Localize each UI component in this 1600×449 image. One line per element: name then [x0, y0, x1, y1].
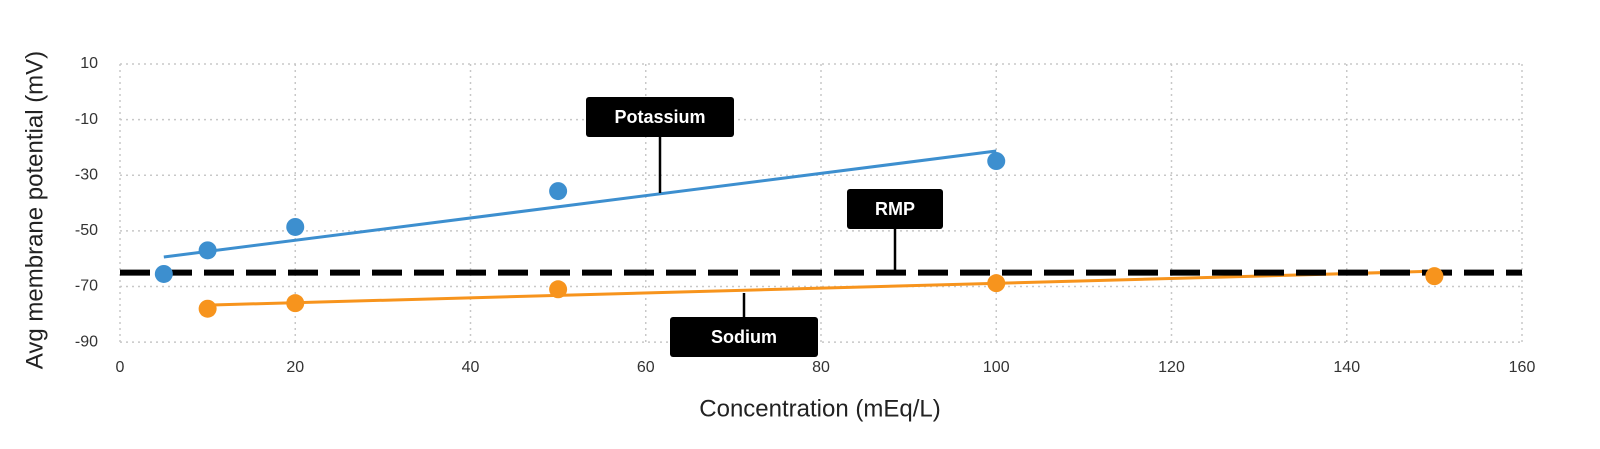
y-tick-label: 10	[80, 55, 98, 72]
data-point	[987, 152, 1006, 171]
data-point	[198, 241, 217, 260]
annotation-label: Sodium	[711, 327, 777, 347]
x-tick-label: 40	[462, 359, 480, 376]
annotation-label: Potassium	[614, 107, 705, 127]
y-tick-label: -50	[75, 222, 98, 239]
data-point	[987, 274, 1006, 293]
x-tick-label: 0	[116, 359, 125, 376]
y-tick-label: -90	[75, 333, 98, 350]
data-point	[286, 294, 305, 313]
y-tick-label: -70	[75, 278, 98, 295]
trend-line	[207, 269, 1435, 307]
annotation-box	[670, 317, 818, 357]
y-axis-title: Avg membrane potential (mV)	[21, 51, 48, 369]
x-tick-label: 100	[983, 359, 1010, 376]
x-axis-title: Concentration (mEq/L)	[699, 395, 940, 422]
x-tick-label: 20	[286, 359, 304, 376]
x-tick-label: 140	[1333, 359, 1360, 376]
data-point	[154, 264, 173, 283]
data-point	[549, 182, 568, 201]
x-tick-label: 160	[1509, 359, 1536, 376]
trend-line	[163, 149, 997, 259]
annotation-box	[586, 97, 734, 137]
data-point	[549, 280, 568, 299]
y-tick-label: -10	[75, 111, 98, 128]
y-tick-label: -30	[75, 166, 98, 183]
x-tick-label: 80	[812, 359, 830, 376]
data-point	[286, 217, 305, 236]
x-tick-label: 120	[1158, 359, 1185, 376]
annotation-box	[847, 189, 943, 229]
annotation-label: RMP	[875, 199, 915, 219]
data-point	[1425, 267, 1444, 286]
x-tick-label: 60	[637, 359, 655, 376]
data-point	[198, 299, 217, 318]
